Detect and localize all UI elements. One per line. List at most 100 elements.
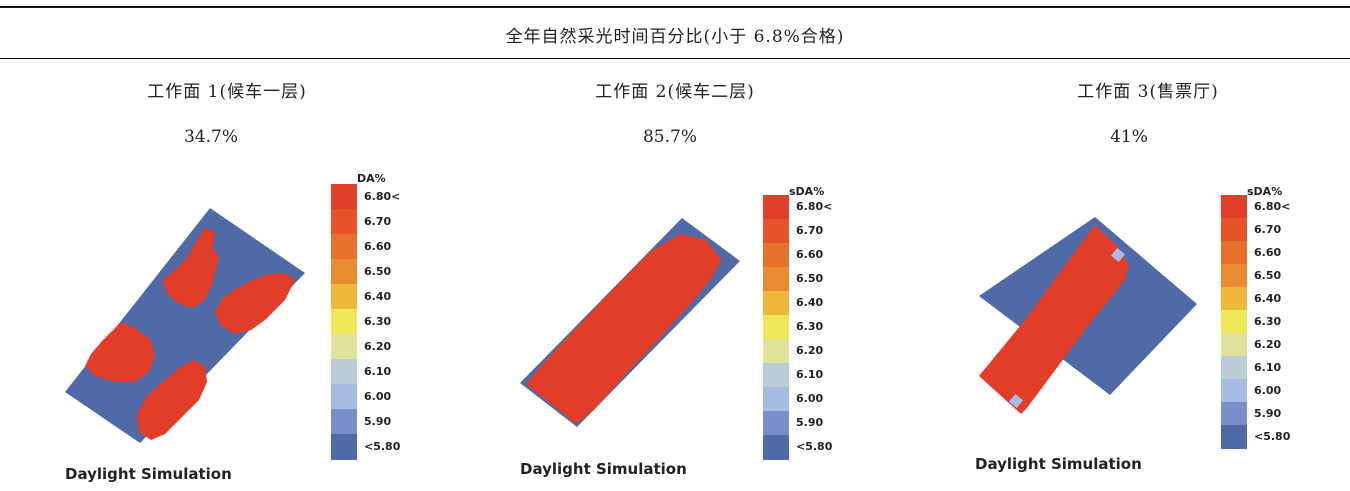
legend-swatch — [331, 359, 357, 385]
legend-swatch — [763, 243, 789, 268]
legend-swatch — [331, 334, 357, 360]
light-cell-3c — [1073, 232, 1085, 244]
legend-label: 6.40 — [1254, 291, 1282, 305]
column-heading-1: 工作面 1(候车一层) — [147, 82, 307, 102]
column-value-1: 34.7% — [183, 127, 238, 147]
color-legend-2: sDA% 6.80< 6.70 6.60 6.50 6.40 6.30 6.20 6.10 6.… — [763, 185, 883, 462]
legend-swatch — [1221, 333, 1247, 357]
legend-label: 6.60 — [1254, 245, 1282, 259]
legend-swatch — [331, 284, 357, 310]
legend-label: 5.90 — [364, 414, 392, 428]
legend-label: <5.80 — [796, 440, 833, 453]
header-rule — [0, 58, 1350, 59]
legend-label: 6.60 — [796, 248, 824, 261]
daylight-map-1 — [65, 208, 305, 443]
legend-label: 6.70 — [796, 224, 824, 237]
legend-title-1: DA% — [357, 172, 386, 185]
legend-label: 6.80< — [796, 200, 833, 213]
lit-zone-1a — [163, 228, 219, 308]
lit-zone-1d — [137, 360, 207, 440]
legend-swatch — [1221, 241, 1247, 265]
legend-swatch — [763, 291, 789, 316]
legend-label: 6.40 — [796, 296, 824, 309]
legend-label: 6.30 — [1254, 314, 1282, 328]
legend-label: 6.70 — [1254, 222, 1282, 236]
legend-swatch — [763, 387, 789, 412]
legend-swatch — [763, 411, 789, 436]
legend-swatch — [763, 315, 789, 340]
lit-zone-1c — [85, 322, 155, 382]
light-cell-3b — [1008, 393, 1024, 409]
legend-label: 6.50 — [364, 264, 392, 278]
legend-swatch — [763, 219, 789, 244]
legend-label: 6.60 — [364, 239, 392, 253]
legend-label: 5.90 — [796, 416, 824, 429]
legend-swatch — [1221, 425, 1247, 449]
lit-zone-3 — [979, 225, 1129, 414]
legend-swatch — [331, 234, 357, 260]
legend-swatch — [1221, 218, 1247, 242]
legend-swatch — [1221, 356, 1247, 380]
legend-swatch — [331, 209, 357, 235]
column-value-3: 41% — [1110, 127, 1148, 147]
legend-label: 6.10 — [1254, 360, 1282, 374]
simulation-panel-3: Daylight Simulation sDA% 6.80< 6.70 6.60 6.… — [965, 170, 1350, 491]
legend-swatch — [331, 409, 357, 435]
legend-swatch — [763, 267, 789, 292]
legend-swatch — [1221, 402, 1247, 426]
lit-zone-2 — [526, 234, 722, 424]
color-legend-1: DA% 6.80< 6.70 6.60 6.50 6.40 6.30 6.20 6.10 6.0… — [331, 172, 451, 462]
daylight-map-2 — [520, 218, 740, 427]
simulation-caption-3: Daylight Simulation — [975, 455, 1142, 473]
legend-swatch — [763, 195, 789, 220]
legend-label: 6.00 — [796, 392, 824, 405]
simulation-panel-1: Daylight Simulation DA% 6.80< 6.70 6.60 6.5… — [55, 170, 455, 491]
legend-label: 6.50 — [1254, 268, 1282, 282]
legend-label: 6.20 — [1254, 337, 1282, 351]
legend-swatch — [331, 259, 357, 285]
column-heading-2: 工作面 2(候车二层) — [595, 82, 755, 102]
column-heading-3: 工作面 3(售票厅) — [1077, 82, 1219, 102]
legend-swatch — [331, 309, 357, 335]
simulation-caption-1: Daylight Simulation — [65, 465, 232, 483]
light-cell-3a — [1110, 247, 1126, 263]
column-value-2: 85.7% — [642, 127, 697, 147]
legend-swatch — [763, 435, 789, 460]
legend-label: 6.50 — [796, 272, 824, 285]
legend-swatch — [763, 339, 789, 364]
legend-title-2: sDA% — [789, 185, 825, 198]
daylight-map-3 — [979, 217, 1197, 414]
legend-label: 6.70 — [364, 214, 392, 228]
legend-label: 6.00 — [1254, 383, 1282, 397]
legend-label: 6.30 — [364, 314, 392, 328]
legend-label: 6.80< — [364, 189, 401, 203]
legend-label: 6.20 — [364, 339, 392, 353]
color-legend-3: sDA% 6.80< 6.70 6.60 6.50 6.40 6.30 6.20 6.10 6.… — [1221, 185, 1341, 462]
legend-label: 6.10 — [364, 364, 392, 378]
legend-swatch — [331, 184, 357, 210]
legend-title-3: sDA% — [1247, 185, 1283, 198]
legend-label: 6.30 — [796, 320, 824, 333]
legend-swatch — [1221, 264, 1247, 288]
legend-swatch — [331, 384, 357, 410]
floor-plate-1 — [65, 208, 305, 443]
legend-label: <5.80 — [1254, 429, 1291, 443]
legend-label: 6.10 — [796, 368, 824, 381]
lit-zone-1b — [215, 273, 295, 334]
legend-swatch — [763, 363, 789, 388]
top-rule — [0, 6, 1350, 8]
legend-swatch — [1221, 379, 1247, 403]
simulation-caption-2: Daylight Simulation — [520, 460, 687, 478]
legend-label: 6.80< — [1254, 199, 1291, 213]
table-title: 全年自然采光时间百分比(小于 6.8%合格) — [505, 27, 845, 47]
legend-swatch — [1221, 287, 1247, 311]
legend-label: <5.80 — [364, 439, 401, 453]
legend-label: 6.20 — [796, 344, 824, 357]
legend-swatch — [1221, 195, 1247, 219]
legend-label: 5.90 — [1254, 406, 1282, 420]
legend-label: 6.40 — [364, 289, 392, 303]
simulation-panel-2: Daylight Simulation sDA% 6.80< 6.70 6.60 6.… — [510, 170, 910, 491]
legend-label: 6.00 — [364, 389, 392, 403]
legend-swatch — [1221, 310, 1247, 334]
legend-swatch — [331, 434, 357, 460]
